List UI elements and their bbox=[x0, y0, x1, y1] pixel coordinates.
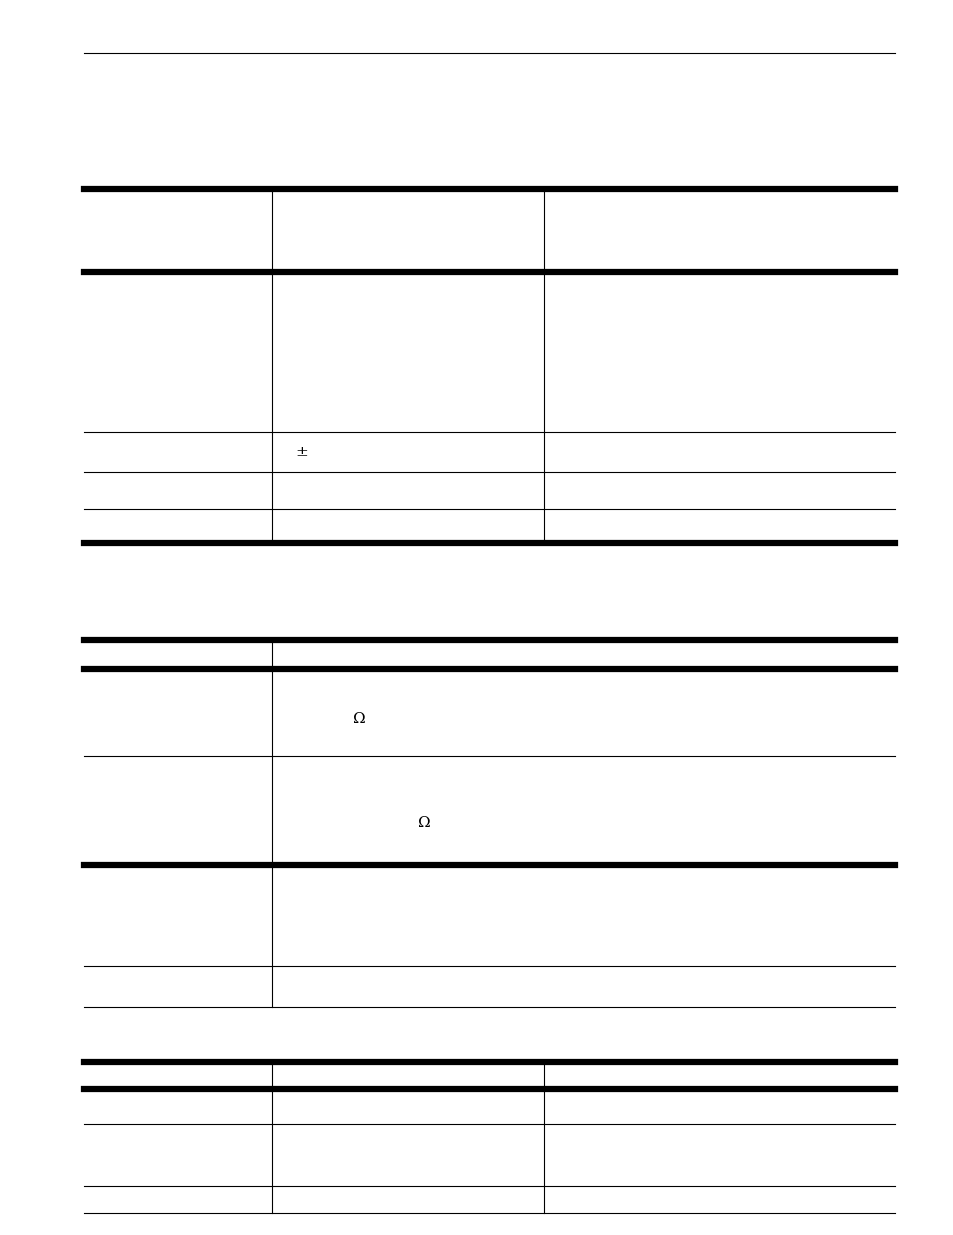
Text: ±: ± bbox=[295, 445, 308, 459]
Text: Ω: Ω bbox=[417, 815, 430, 830]
Text: Ω: Ω bbox=[353, 711, 365, 726]
